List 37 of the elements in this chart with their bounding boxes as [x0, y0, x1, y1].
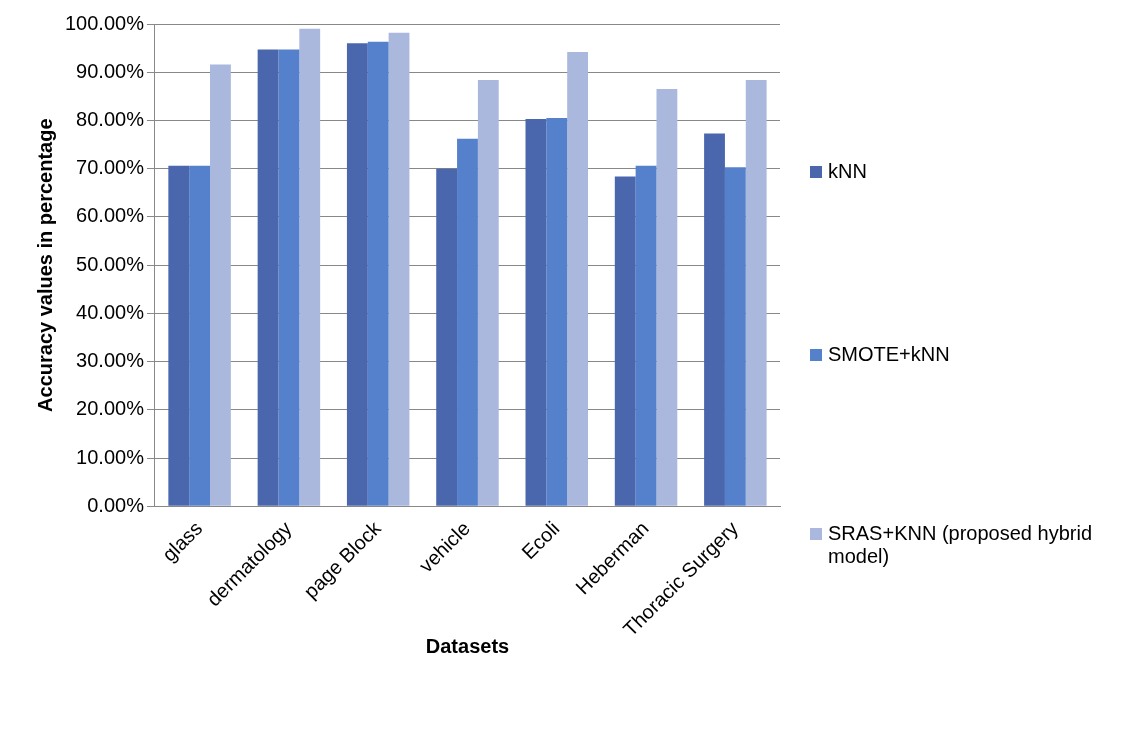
y-tick-label: 30.00%	[76, 349, 145, 372]
y-tick-label: 70.00%	[76, 156, 145, 179]
bar	[210, 64, 231, 506]
bar	[189, 165, 211, 506]
y-tick-label: 10.00%	[76, 445, 145, 468]
bar	[346, 43, 368, 506]
y-tick-label: 50.00%	[76, 252, 145, 275]
bar	[436, 168, 458, 506]
bar	[299, 28, 321, 506]
legend-label: SRAS+KNN (proposed hybrid model)	[828, 522, 1093, 568]
bar	[656, 89, 678, 506]
bar	[614, 176, 636, 506]
bar	[168, 165, 190, 506]
y-tick-label: 40.00%	[76, 300, 145, 323]
bar	[457, 138, 478, 506]
bar	[724, 167, 746, 506]
bar	[367, 41, 389, 506]
bar	[388, 32, 410, 506]
bar	[546, 118, 568, 506]
bar	[704, 133, 725, 506]
y-axis-title: Accuracy values in percentage	[33, 118, 56, 412]
y-tick-label: 100.00%	[64, 11, 145, 34]
y-tick-label: 80.00%	[76, 107, 145, 130]
y-tick-label: 0.00%	[87, 493, 145, 516]
legend-label: kNN	[828, 160, 867, 183]
x-axis-title: Datasets	[425, 634, 510, 657]
bar	[257, 49, 279, 506]
legend-label: SMOTE+kNN	[828, 343, 950, 366]
bar	[635, 165, 657, 506]
bar	[567, 51, 589, 506]
y-tick-label: 20.00%	[76, 397, 145, 420]
bar	[745, 79, 767, 506]
bar	[525, 119, 547, 506]
y-tick-label: 60.00%	[76, 204, 145, 227]
bar	[278, 49, 300, 506]
bar	[477, 79, 499, 506]
y-tick-label: 90.00%	[76, 59, 145, 82]
